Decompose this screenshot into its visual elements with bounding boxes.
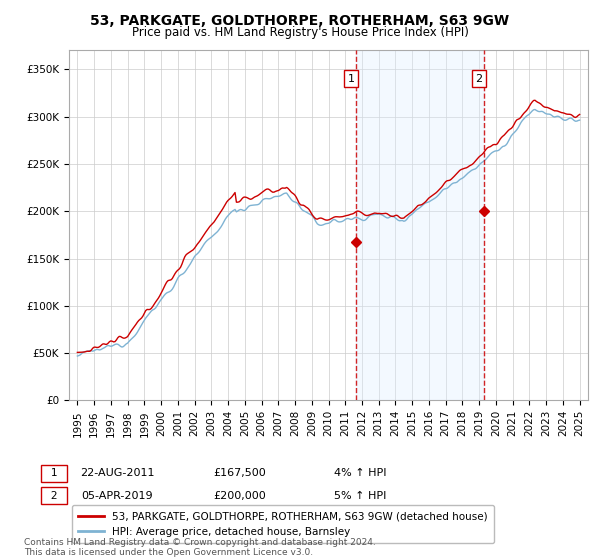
Text: Contains HM Land Registry data © Crown copyright and database right 2024.
This d: Contains HM Land Registry data © Crown c… bbox=[24, 538, 376, 557]
Text: 22-AUG-2011: 22-AUG-2011 bbox=[80, 468, 154, 478]
Text: 05-APR-2019: 05-APR-2019 bbox=[81, 491, 153, 501]
Text: 2: 2 bbox=[44, 491, 64, 501]
Text: £200,000: £200,000 bbox=[214, 491, 266, 501]
Bar bbox=[356, 50, 484, 400]
Text: 4% ↑ HPI: 4% ↑ HPI bbox=[334, 468, 386, 478]
Text: 1: 1 bbox=[44, 468, 64, 478]
Text: 53, PARKGATE, GOLDTHORPE, ROTHERHAM, S63 9GW: 53, PARKGATE, GOLDTHORPE, ROTHERHAM, S63… bbox=[91, 14, 509, 28]
Text: 5% ↑ HPI: 5% ↑ HPI bbox=[334, 491, 386, 501]
Text: £167,500: £167,500 bbox=[214, 468, 266, 478]
Text: Price paid vs. HM Land Registry's House Price Index (HPI): Price paid vs. HM Land Registry's House … bbox=[131, 26, 469, 39]
Text: 2: 2 bbox=[475, 74, 482, 84]
Legend: 53, PARKGATE, GOLDTHORPE, ROTHERHAM, S63 9GW (detached house), HPI: Average pric: 53, PARKGATE, GOLDTHORPE, ROTHERHAM, S63… bbox=[71, 505, 494, 543]
Text: 1: 1 bbox=[347, 74, 355, 84]
